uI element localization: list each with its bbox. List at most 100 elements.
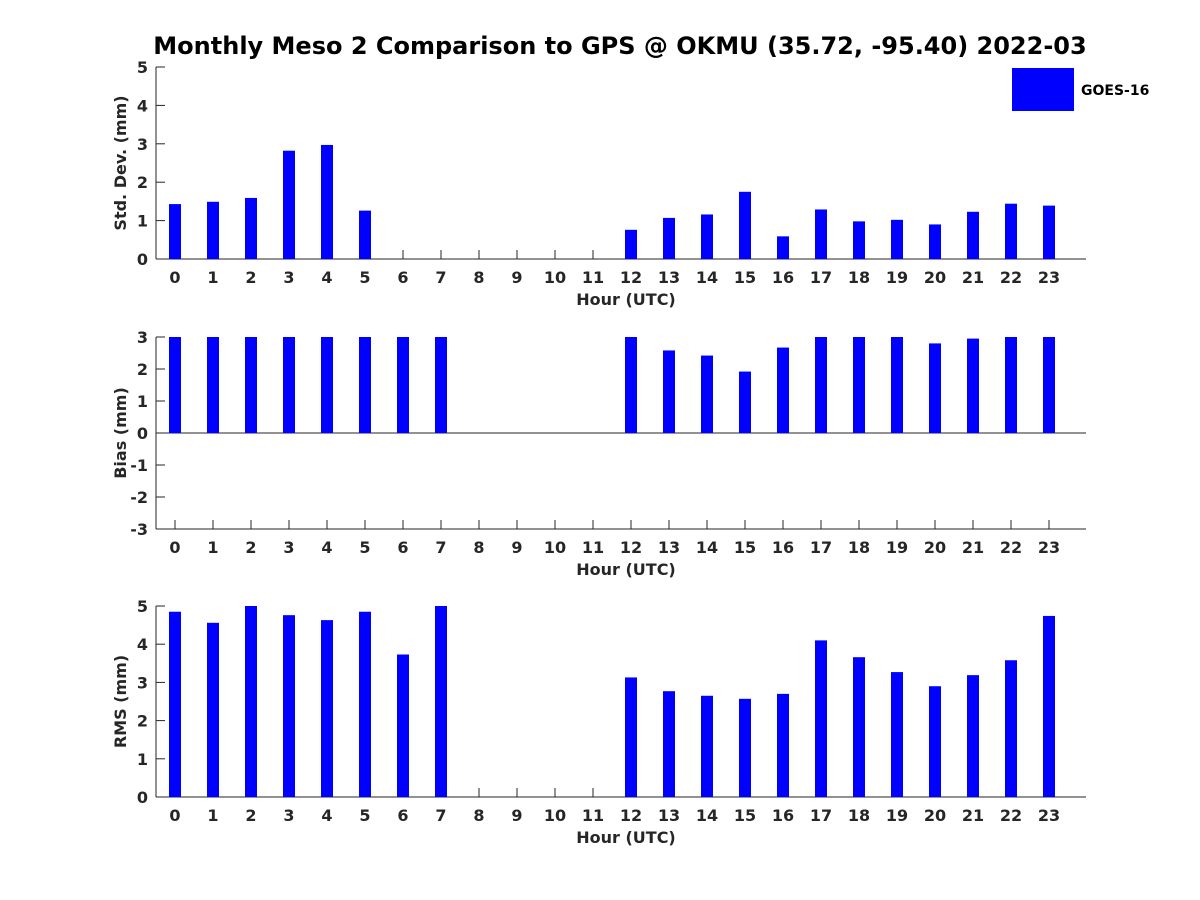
x-tick-label: 8: [473, 806, 484, 825]
bar: [663, 350, 675, 433]
x-tick-label: 13: [658, 268, 680, 287]
bar: [207, 201, 219, 259]
bar: [739, 371, 751, 433]
x-tick-label: 14: [696, 806, 718, 825]
x-tick-label: 5: [359, 806, 370, 825]
x-tick-label: 10: [544, 538, 566, 557]
x-tick-label: 1: [207, 806, 218, 825]
x-tick-label: 6: [397, 806, 408, 825]
bar: [397, 337, 409, 433]
bar: [815, 640, 827, 797]
bar: [777, 347, 789, 433]
bar: [815, 209, 827, 259]
chart-title: Monthly Meso 2 Comparison to GPS @ OKMU …: [153, 32, 1086, 60]
x-tick-label: 7: [435, 268, 446, 287]
x-tick-label: 7: [435, 538, 446, 557]
bar: [1005, 660, 1017, 797]
x-tick-label: 19: [886, 806, 908, 825]
bar: [929, 686, 941, 797]
x-tick-label: 5: [359, 538, 370, 557]
x-tick-label: 14: [696, 268, 718, 287]
x-tick-label: 23: [1038, 268, 1060, 287]
x-tick-label: 10: [544, 268, 566, 287]
y-tick-label: 2: [137, 712, 148, 731]
bar: [739, 191, 751, 259]
bar: [853, 657, 865, 797]
x-tick-label: 12: [620, 806, 642, 825]
y-tick-label: -2: [130, 488, 148, 507]
x-tick-label: 18: [848, 538, 870, 557]
bar: [245, 606, 257, 797]
x-tick-label: 4: [321, 268, 332, 287]
bar: [435, 337, 447, 433]
y-axis-label: RMS (mm): [111, 655, 130, 748]
x-tick-label: 22: [1000, 806, 1022, 825]
x-tick-label: 14: [696, 538, 718, 557]
bar: [739, 698, 751, 797]
x-tick-label: 3: [283, 268, 294, 287]
bar: [207, 337, 219, 433]
bar: [1043, 337, 1055, 433]
x-tick-label: 20: [924, 538, 946, 557]
x-tick-label: 10: [544, 806, 566, 825]
x-tick-label: 17: [810, 268, 832, 287]
x-tick-label: 11: [582, 538, 604, 557]
x-tick-label: 3: [283, 538, 294, 557]
bar: [701, 214, 713, 259]
x-tick-label: 12: [620, 538, 642, 557]
y-axis-label: Std. Dev. (mm): [111, 95, 130, 230]
bar: [321, 620, 333, 797]
x-tick-label: 17: [810, 538, 832, 557]
bar: [701, 695, 713, 797]
bar: [1043, 205, 1055, 259]
x-tick-label: 19: [886, 268, 908, 287]
x-tick-label: 16: [772, 538, 794, 557]
bar: [321, 144, 333, 259]
x-tick-label: 21: [962, 268, 984, 287]
bar: [967, 675, 979, 797]
y-tick-label: -1: [130, 456, 148, 475]
bar: [891, 219, 903, 259]
x-tick-label: 20: [924, 806, 946, 825]
x-tick-label: 1: [207, 538, 218, 557]
x-tick-label: 15: [734, 268, 756, 287]
x-tick-label: 23: [1038, 538, 1060, 557]
x-tick-label: 2: [245, 806, 256, 825]
bar: [397, 654, 409, 797]
bar: [283, 615, 295, 797]
x-tick-label: 20: [924, 268, 946, 287]
bar: [929, 224, 941, 259]
x-tick-label: 22: [1000, 538, 1022, 557]
bar: [853, 221, 865, 259]
bar: [663, 217, 675, 259]
x-tick-label: 1: [207, 268, 218, 287]
x-tick-label: 12: [620, 268, 642, 287]
bar: [283, 150, 295, 259]
bar: [891, 337, 903, 433]
x-tick-label: 17: [810, 806, 832, 825]
y-tick-label: 0: [137, 424, 148, 443]
bar: [169, 611, 181, 797]
x-tick-label: 11: [582, 268, 604, 287]
y-tick-label: 5: [137, 58, 148, 77]
y-tick-label: 5: [137, 597, 148, 616]
bar: [169, 204, 181, 259]
y-tick-label: 0: [137, 788, 148, 807]
bar: [435, 606, 447, 797]
y-tick-label: 2: [137, 360, 148, 379]
x-tick-label: 4: [321, 806, 332, 825]
legend: GOES-16: [1012, 68, 1149, 111]
y-tick-label: 1: [137, 392, 148, 411]
x-tick-label: 18: [848, 268, 870, 287]
y-tick-label: 3: [137, 135, 148, 154]
bar: [245, 197, 257, 259]
x-tick-label: 16: [772, 268, 794, 287]
bar: [967, 338, 979, 433]
x-tick-label: 2: [245, 268, 256, 287]
bar: [245, 337, 257, 433]
bar: [777, 693, 789, 797]
bar: [1005, 337, 1017, 433]
